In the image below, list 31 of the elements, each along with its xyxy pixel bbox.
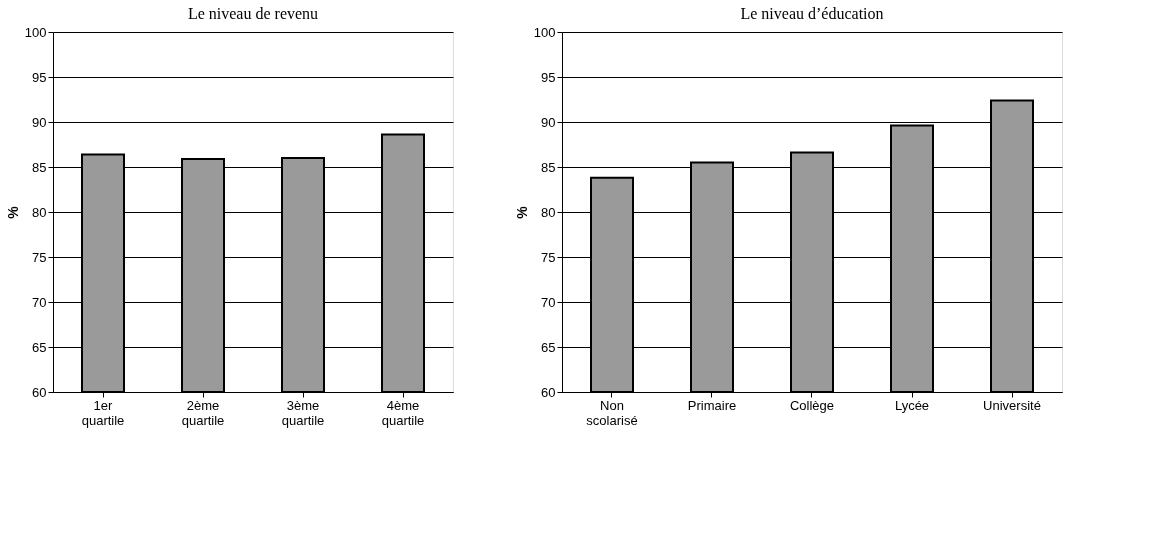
y-tick-label: 85 — [541, 159, 556, 175]
x-tick-label: 1er quartile — [81, 397, 125, 428]
y-tick-label: 75 — [32, 249, 47, 265]
x-tick-label: 4ème quartile — [381, 397, 425, 428]
x-tick-label: Non scolarisé — [586, 397, 638, 428]
y-tick-label: 100 — [24, 24, 47, 40]
y-tick-label: 70 — [32, 294, 47, 310]
y-tick-label: 100 — [533, 24, 556, 40]
y-tick-label: 60 — [541, 384, 556, 400]
y-tick-label: 80 — [541, 204, 556, 220]
y-tick-label: 95 — [541, 69, 556, 85]
x-tick-label: Primaire — [687, 397, 737, 413]
y-tick-label: 75 — [541, 249, 556, 265]
y-tick-label: 80 — [32, 204, 47, 220]
x-tick-label: Collège — [789, 397, 835, 413]
y-axis-title: % — [513, 205, 530, 219]
x-tick-label: 3ème quartile — [281, 397, 325, 428]
y-tick-label: 70 — [541, 294, 556, 310]
y-tick-label: 65 — [541, 339, 556, 355]
y-axis-title: % — [4, 205, 21, 219]
x-tick-label: Lycée — [894, 397, 930, 413]
x-tick-label: 2ème quartile — [181, 397, 225, 428]
y-tick-label: 90 — [32, 114, 47, 130]
y-tick-label: 85 — [32, 159, 47, 175]
x-tick-label: Université — [983, 397, 1041, 413]
chart-title: Le niveau de revenu — [187, 5, 319, 22]
y-tick-label: 65 — [32, 339, 47, 355]
y-tick-label: 90 — [541, 114, 556, 130]
chart-title: Le niveau d’éducation — [740, 5, 884, 22]
y-tick-label: 60 — [32, 384, 47, 400]
y-tick-label: 95 — [32, 69, 47, 85]
